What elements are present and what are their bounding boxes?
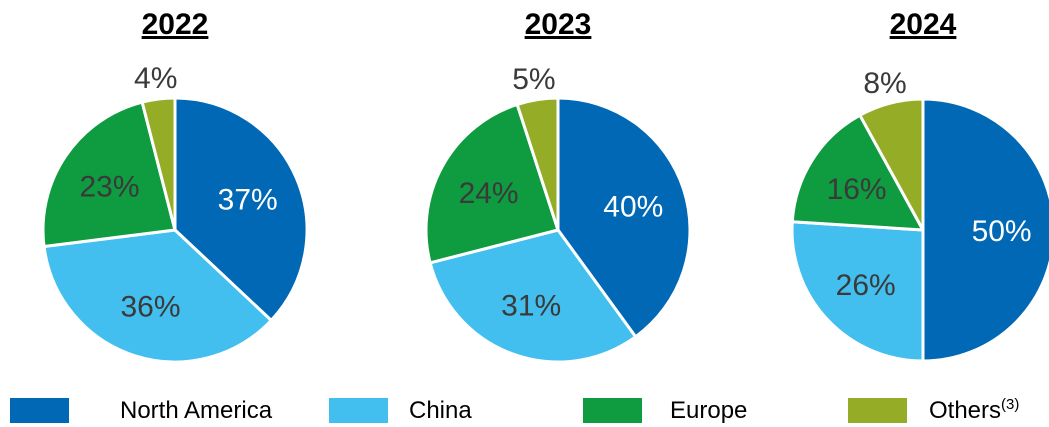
label-2023-north-america: 40% bbox=[603, 191, 663, 224]
legend-swatch-others bbox=[848, 398, 907, 423]
slice-2024-europe bbox=[790, 113, 925, 232]
legend-swatch-europe bbox=[583, 398, 642, 423]
legend-label-europe: Europe bbox=[670, 397, 748, 424]
slice-2024-others bbox=[858, 97, 925, 232]
label-2022-europe: 23% bbox=[79, 171, 139, 204]
legend-swatch-china bbox=[329, 398, 388, 423]
slice-2024-north-america bbox=[921, 97, 1049, 363]
legend-swatch-north-america bbox=[10, 398, 69, 423]
pie-title-2022: 2022 bbox=[142, 8, 209, 41]
label-2024-others: 8% bbox=[863, 67, 906, 100]
slice-2022-others bbox=[140, 96, 177, 232]
slice-2023-north-america bbox=[556, 96, 692, 339]
label-2024-europe: 16% bbox=[827, 173, 887, 206]
legend-label-others-text: Others bbox=[929, 397, 1002, 424]
legend: North America China Europe Others(3) bbox=[0, 396, 1049, 427]
pie-title-2024: 2024 bbox=[890, 8, 957, 41]
slice-2022-china bbox=[42, 228, 273, 364]
legend-label-north-america: North America bbox=[120, 397, 273, 424]
slice-2023-europe bbox=[424, 102, 560, 265]
slice-2023-china bbox=[428, 228, 638, 364]
label-2023-europe: 24% bbox=[459, 177, 519, 210]
slice-2022-europe bbox=[41, 100, 177, 249]
pie-title-2023: 2023 bbox=[525, 8, 592, 41]
label-2022-north-america: 37% bbox=[218, 184, 278, 217]
pie-2024: 2024 50% 26% 16% 8% bbox=[790, 8, 1049, 363]
legend-label-others-footnote: (3) bbox=[1001, 396, 1020, 413]
legend-label-others: Others(3) bbox=[929, 396, 1020, 424]
slice-2022-north-america bbox=[173, 96, 309, 322]
label-2022-china: 36% bbox=[120, 290, 180, 323]
slice-2023-others bbox=[515, 96, 560, 232]
legend-label-china: China bbox=[409, 397, 472, 424]
label-2024-north-america: 50% bbox=[972, 215, 1032, 248]
label-2022-others: 4% bbox=[134, 62, 177, 95]
label-2024-china: 26% bbox=[836, 269, 896, 302]
label-2023-others: 5% bbox=[512, 63, 555, 96]
label-2023-china: 31% bbox=[501, 290, 561, 323]
slice-2024-china bbox=[790, 220, 925, 363]
pie-2022: 2022 37% 36% 23% 4% bbox=[41, 8, 309, 364]
pie-2023: 2023 40% 31% 24% 5% bbox=[424, 8, 692, 364]
